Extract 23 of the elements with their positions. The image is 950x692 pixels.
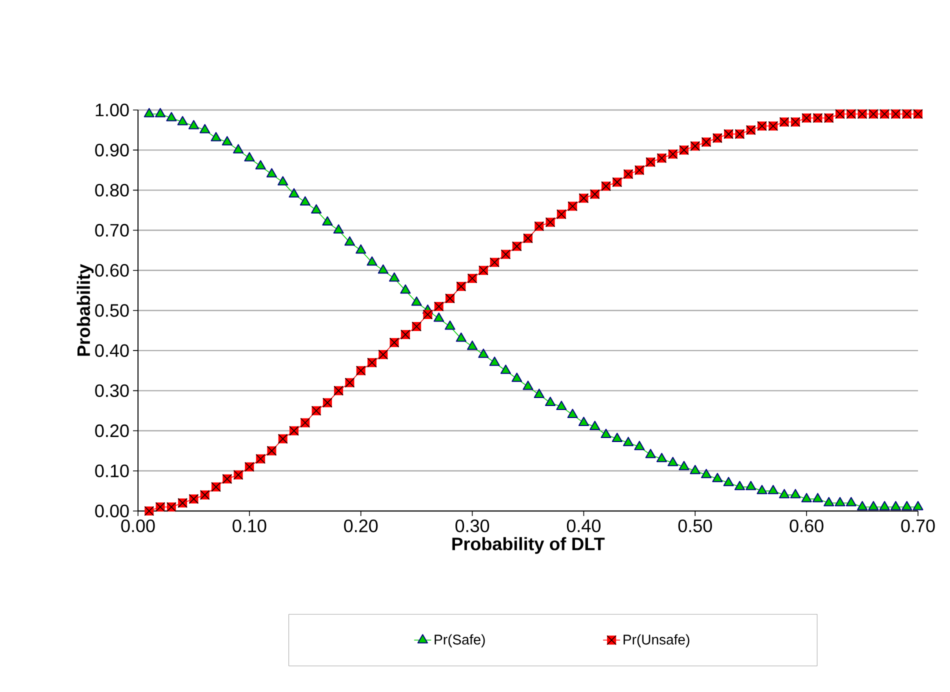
legend-label: Pr(Safe) xyxy=(434,634,485,648)
y-tick-label: 0.30 xyxy=(95,384,129,398)
y-tick-label: 0.90 xyxy=(95,144,129,156)
y-tick-label: 0.20 xyxy=(95,424,129,438)
x-tick-label: 0.50 xyxy=(678,520,712,532)
x-tick-label: 0.00 xyxy=(121,520,155,532)
y-tick-label: 0.10 xyxy=(95,464,129,478)
y-tick-label: 1.00 xyxy=(96,104,129,116)
legend-label: Pr(Unsafe) xyxy=(624,634,690,648)
x-tick-label: 0.20 xyxy=(344,520,378,532)
y-tick-label: 0.00 xyxy=(95,504,129,518)
y-tick-label: 0.60 xyxy=(95,264,129,277)
x-tick-label: 0.30 xyxy=(455,520,490,532)
x-tick-label: 0.60 xyxy=(790,520,824,532)
x-tick-label: 0.10 xyxy=(232,520,266,532)
x-tick-label: 0.70 xyxy=(901,520,935,532)
y-tick-label: 0.80 xyxy=(95,184,129,197)
y-axis-title: Probability xyxy=(76,264,94,356)
y-tick-label: 0.50 xyxy=(95,304,129,317)
y-tick-label: 0.40 xyxy=(95,344,129,357)
x-tick-label: 0.40 xyxy=(566,520,601,532)
y-tick-label: 0.70 xyxy=(95,224,129,237)
x-axis-title: Probability of DLT xyxy=(452,537,605,554)
